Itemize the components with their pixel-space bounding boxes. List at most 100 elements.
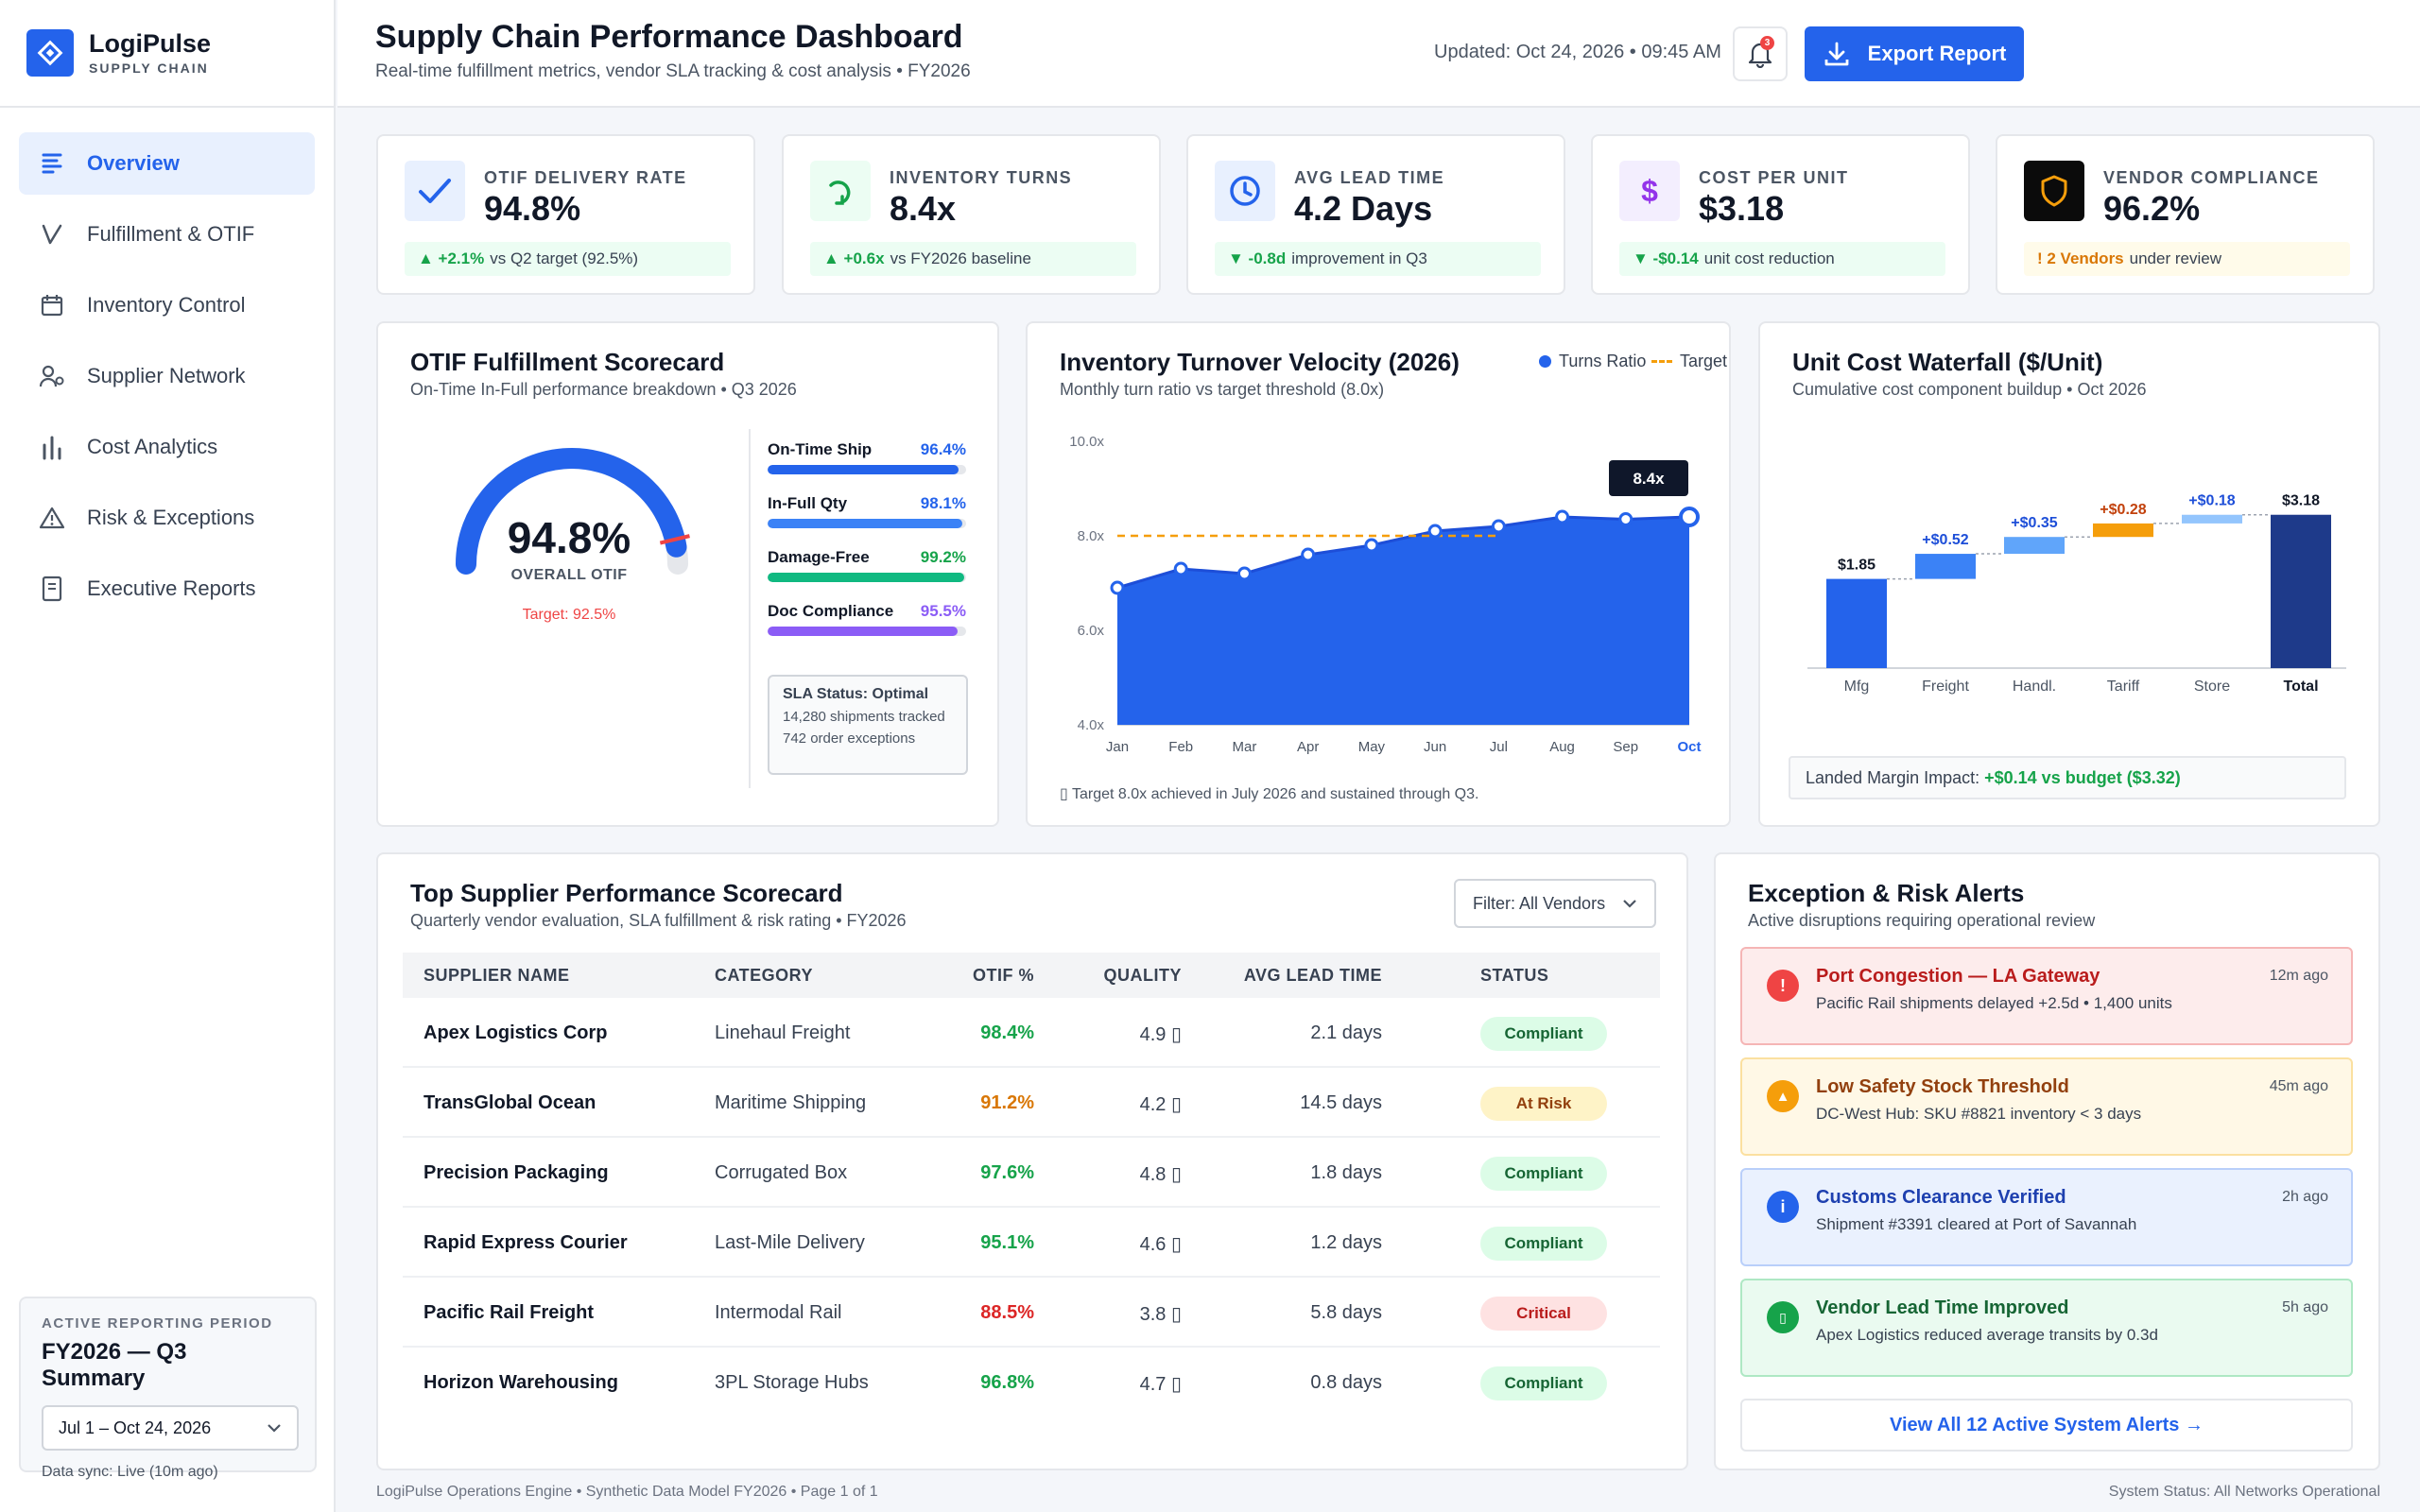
column-header[interactable]: SUPPLIER NAME [424, 966, 570, 985]
supplier-name: Rapid Express Courier [424, 1232, 628, 1253]
waterfall-bar[interactable] [2271, 514, 2331, 668]
vendor-filter-select[interactable]: Filter: All Vendors [1454, 879, 1656, 928]
last-updated: Updated: Oct 24, 2026 • 09:45 AM [1434, 42, 1721, 62]
supplier-lead-time: 14.5 days [1300, 1092, 1382, 1113]
supplier-name: Precision Packaging [424, 1162, 609, 1183]
bar-value-label: +$0.35 [2011, 515, 2057, 531]
data-point[interactable] [1173, 561, 1188, 576]
notifications-button[interactable]: 3 [1733, 26, 1788, 81]
kpi-card-cost-per-unit[interactable]: $ COST PER UNIT $3.18 ▼ -$0.14 unit cost … [1591, 134, 1970, 295]
kpi-card-otif[interactable]: OTIF DELIVERY RATE 94.8% ▲ +2.1% vs Q2 ta… [376, 134, 755, 295]
data-point[interactable] [1110, 580, 1125, 595]
waterfall-bar[interactable] [1915, 554, 1976, 579]
table-row[interactable]: Pacific Rail Freight Intermodal Rail 88.… [403, 1278, 1660, 1348]
vendor-filter-value: Filter: All Vendors [1473, 893, 1606, 913]
alert-description: Apex Logistics reduced average transits … [1816, 1326, 2158, 1344]
waterfall-bar[interactable] [2182, 514, 2242, 524]
legend-label: Target [1680, 352, 1728, 370]
alert-time: 2h ago [2282, 1189, 2328, 1205]
table-row[interactable]: Precision Packaging Corrugated Box 97.6%… [403, 1138, 1660, 1208]
table-row[interactable]: Rapid Express Courier Last-Mile Delivery… [403, 1208, 1660, 1278]
data-point[interactable] [1427, 524, 1443, 539]
kpi-value: 8.4x [890, 189, 957, 228]
legend-swatch [1539, 355, 1551, 368]
kpi-delta-note: unit cost reduction [1703, 249, 1835, 267]
panel-subtitle: Cumulative cost component buildup • Oct … [1792, 380, 2147, 399]
bar-value-label: +$0.18 [2188, 493, 2235, 509]
metric-bar [768, 465, 966, 474]
column-header[interactable]: CATEGORY [715, 966, 814, 985]
otif-scorecard-panel: OTIF Fulfillment Scorecard On-Time In-Fu… [376, 321, 999, 827]
period-range-select[interactable]: Jul 1 – Oct 24, 2026 [42, 1405, 299, 1451]
sla-status-box: SLA Status: Optimal 14,280 shipments tra… [768, 675, 968, 775]
alert-item[interactable]: ! Port Congestion — LA Gateway Pacific R… [1740, 947, 2353, 1045]
waterfall-bar[interactable] [2004, 537, 2065, 555]
data-point[interactable] [1491, 519, 1506, 534]
kpi-label: INVENTORY TURNS [890, 168, 1073, 187]
sidebar-item-label: Fulfillment & OTIF [87, 222, 255, 246]
alert-time: 5h ago [2282, 1299, 2328, 1315]
alert-item[interactable]: ▲ Low Safety Stock Threshold DC-West Hub… [1740, 1057, 2353, 1156]
view-all-alerts-button[interactable]: View All 12 Active System Alerts → [1740, 1399, 2353, 1452]
status-badge: Compliant [1480, 1017, 1607, 1051]
kpi-label: AVG LEAD TIME [1294, 168, 1445, 187]
panel-subtitle: Quarterly vendor evaluation, SLA fulfill… [410, 911, 907, 930]
metric-fill [768, 573, 965, 582]
risk-alerts-panel: Exception & Risk Alerts Active disruptio… [1714, 852, 2380, 1470]
kpi-card-inventory-turns[interactable]: INVENTORY TURNS 8.4x ▲ +0.6x vs FY2026 ba… [782, 134, 1161, 295]
brand-name: LogiPulse [89, 28, 212, 58]
sidebar-item-inventory[interactable]: Inventory Control [19, 274, 315, 336]
data-point[interactable] [1555, 509, 1570, 524]
table-row[interactable]: TransGlobal Ocean Maritime Shipping 91.2… [403, 1068, 1660, 1138]
data-point[interactable] [1364, 538, 1379, 553]
sidebar-item-overview[interactable]: Overview [19, 132, 315, 195]
data-point[interactable] [1618, 512, 1634, 526]
column-header[interactable]: QUALITY [1103, 966, 1182, 985]
kpi-delta-value: ▲ +2.1% [418, 249, 485, 267]
x-tick-label: Apr [1297, 739, 1319, 755]
sidebar-item-cost-analytics[interactable]: Cost Analytics [19, 416, 315, 478]
alert-title: Low Safety Stock Threshold [1816, 1076, 2069, 1097]
waterfall-bar[interactable] [2093, 523, 2153, 538]
column-header[interactable]: AVG LEAD TIME [1243, 966, 1382, 985]
brand[interactable]: LogiPulse SUPPLY CHAIN [0, 0, 334, 108]
supplier-otif: 96.8% [980, 1372, 1034, 1393]
metric-bar [768, 627, 966, 636]
data-point[interactable] [1301, 547, 1316, 562]
kpi-delta-note: vs Q2 target (92.5%) [490, 249, 639, 267]
data-point[interactable] [1679, 507, 1700, 527]
chevron-down-icon [1623, 900, 1636, 908]
sidebar-item-reports[interactable]: Executive Reports [19, 558, 315, 620]
reporting-period-card: ACTIVE REPORTING PERIOD FY2026 — Q3 Summ… [19, 1297, 317, 1480]
x-tick-label: Tariff [2107, 679, 2140, 695]
footer-right: System Status: All Networks Operational [2108, 1484, 2380, 1500]
supplier-category: Last-Mile Delivery [715, 1232, 865, 1253]
turns-line [1116, 515, 1690, 590]
sidebar-item-fulfillment[interactable]: Fulfillment & OTIF [19, 203, 315, 266]
impact-value: +$0.14 vs budget ($3.32) [1984, 767, 2181, 787]
alert-item[interactable]: i Customs Clearance Verified Shipment #3… [1740, 1168, 2353, 1266]
x-tick-label: Aug [1549, 739, 1575, 755]
table-row[interactable]: Horizon Warehousing 3PL Storage Hubs 96.… [403, 1348, 1660, 1418]
kpi-card-lead-time[interactable]: AVG LEAD TIME 4.2 Days ▼ -0.8d improvemen… [1186, 134, 1565, 295]
kpi-card-vendor-compliance[interactable]: VENDOR COMPLIANCE 96.2% ! 2 Vendors under… [1996, 134, 2375, 295]
export-report-button[interactable]: Export Report [1805, 26, 2024, 81]
alert-warning-icon: ▲ [1767, 1080, 1799, 1112]
kpi-delta-value: ▼ -$0.14 [1633, 249, 1699, 267]
sidebar-item-risk[interactable]: Risk & Exceptions [19, 487, 315, 549]
calendar-icon [38, 291, 66, 319]
alert-title: Port Congestion — LA Gateway [1816, 966, 2100, 987]
table-row[interactable]: Apex Logistics Corp Linehaul Freight 98.… [403, 998, 1660, 1068]
data-point[interactable] [1236, 566, 1252, 581]
turns-area [1117, 517, 1689, 725]
waterfall-bar[interactable] [1826, 578, 1887, 668]
alert-item[interactable]: ▯ Vendor Lead Time Improved Apex Logisti… [1740, 1279, 2353, 1377]
sidebar-item-suppliers[interactable]: Supplier Network [19, 345, 315, 407]
supplier-quality: 3.8 ▯ [1139, 1304, 1182, 1325]
kpi-delta-value: ! 2 Vendors [2037, 249, 2124, 267]
alert-success-icon: ▯ [1767, 1301, 1799, 1333]
panel-title: OTIF Fulfillment Scorecard [410, 348, 725, 376]
column-header[interactable]: OTIF % [973, 966, 1034, 985]
sla-title: SLA Status: Optimal [783, 686, 929, 702]
column-header[interactable]: STATUS [1480, 966, 1549, 985]
